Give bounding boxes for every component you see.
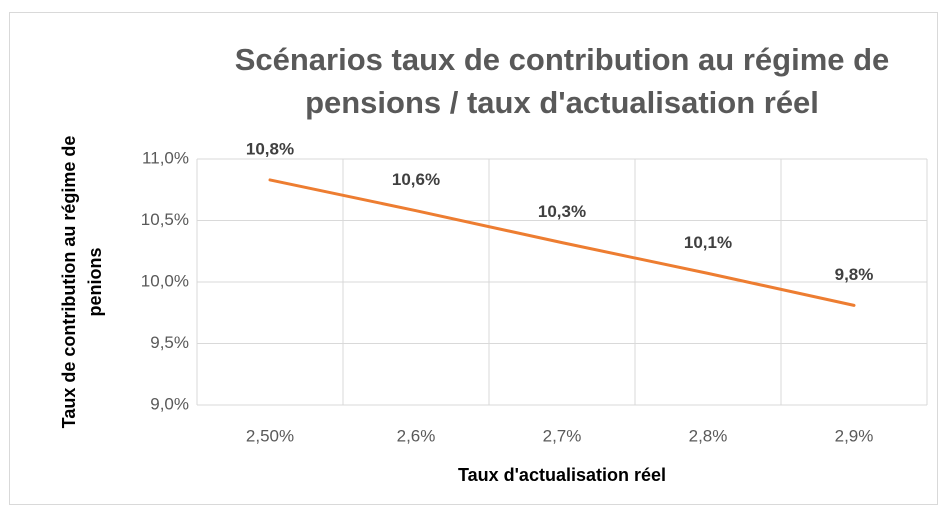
y-axis-title: Taux de contribution au régime de penion… <box>59 136 105 429</box>
data-label: 10,6% <box>392 170 440 189</box>
x-tick-label: 2,9% <box>835 426 874 445</box>
y-axis-title-line: penions <box>85 247 105 316</box>
data-label: 10,1% <box>684 233 732 252</box>
x-axis-title: Taux d'actualisation réel <box>458 465 666 485</box>
y-tick-label: 10,0% <box>141 271 189 290</box>
data-line <box>268 178 856 307</box>
chart-title: Scénarios taux de contribution au régime… <box>235 42 890 77</box>
data-label: 10,3% <box>538 202 586 221</box>
y-axis-title-line: Taux de contribution au régime de <box>59 136 79 429</box>
x-tick-label: 2,50% <box>246 426 294 445</box>
y-tick-label: 9,5% <box>150 333 189 352</box>
data-label: 9,8% <box>835 265 874 284</box>
data-label: 10,8% <box>246 139 294 158</box>
y-tick-label: 9,0% <box>150 394 189 413</box>
x-tick-label: 2,7% <box>543 426 582 445</box>
chart-title: pensions / taux d'actualisation réel <box>305 85 819 120</box>
y-tick-label: 11,0% <box>142 148 189 167</box>
y-tick-label: 10,5% <box>141 210 189 229</box>
x-tick-label: 2,8% <box>689 426 728 445</box>
x-tick-label: 2,6% <box>397 426 436 445</box>
chart-border <box>9 12 938 505</box>
